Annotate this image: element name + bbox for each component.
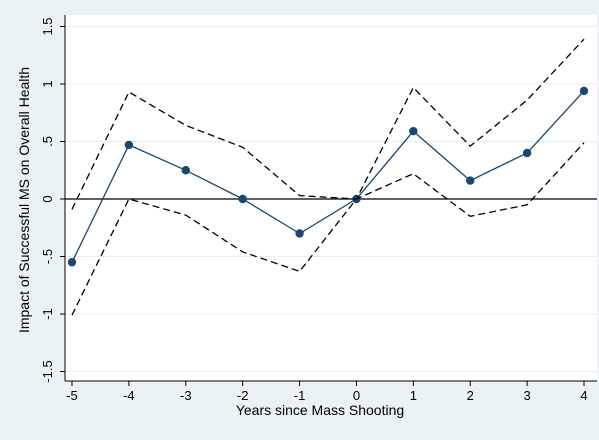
estimate-point xyxy=(295,229,304,238)
estimate-point xyxy=(522,148,532,158)
y-tick-label: 1.5 xyxy=(40,17,55,35)
x-tick-label: -2 xyxy=(237,388,249,403)
series-group xyxy=(65,38,597,316)
x-tick-label: -5 xyxy=(66,388,78,403)
gridlines xyxy=(65,26,597,372)
estimate-line xyxy=(71,90,585,263)
y-tick-label: 0 xyxy=(40,195,55,202)
x-tick-label: -1 xyxy=(294,388,306,403)
y-tick-label: -.5 xyxy=(40,249,55,264)
x-axis: -5 -4 -3 -2 -1 0 1 2 3 4 xyxy=(65,380,597,403)
estimate-point xyxy=(181,166,190,175)
estimate-point xyxy=(124,140,134,150)
y-axis: -1.5 -1 -.5 0 .5 1 1.5 xyxy=(40,15,66,383)
x-axis-title: Years since Mass Shooting xyxy=(236,402,404,418)
x-tick-label: -4 xyxy=(123,388,135,403)
x-tick-label: 3 xyxy=(523,388,530,403)
y-tick-label: -1.5 xyxy=(40,360,55,382)
upper-ci-line xyxy=(71,38,585,210)
x-tick-label: 0 xyxy=(353,388,360,403)
estimate-point xyxy=(409,126,418,136)
estimate-point xyxy=(67,258,77,267)
y-tick-label: .5 xyxy=(40,136,55,147)
y-tick-label: 1 xyxy=(40,80,55,87)
y-tick-label: -1 xyxy=(40,308,55,320)
estimate-point xyxy=(238,194,247,204)
x-tick-label: 1 xyxy=(410,388,417,403)
x-tick-label: 2 xyxy=(467,388,474,403)
x-tick-label: 4 xyxy=(580,388,587,403)
estimate-point xyxy=(466,176,475,185)
y-axis-title: Impact of Successful MS on Overall Healt… xyxy=(16,67,32,333)
lower-ci-line xyxy=(71,142,585,316)
estimate-point xyxy=(579,86,589,96)
x-tick-label: -3 xyxy=(180,388,192,403)
